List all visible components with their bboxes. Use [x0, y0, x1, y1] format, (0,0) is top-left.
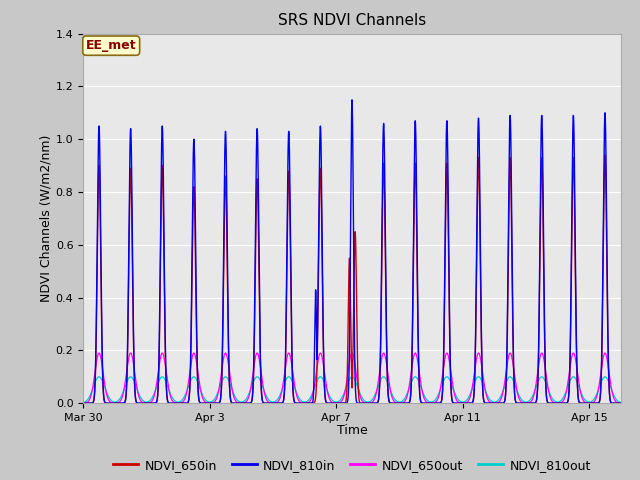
NDVI_810in — [334, 400, 342, 406]
NDVI_810out — [275, 395, 283, 400]
NDVI_810out — [541, 378, 549, 384]
NDVI_650out — [309, 390, 317, 396]
NDVI_650out — [330, 400, 337, 406]
NDVI_810out — [617, 400, 625, 406]
Legend: NDVI_650in, NDVI_810in, NDVI_650out, NDVI_810out: NDVI_650in, NDVI_810in, NDVI_650out, NDV… — [108, 454, 596, 477]
NDVI_810in — [617, 400, 625, 406]
NDVI_810in — [275, 400, 283, 406]
NDVI_810out — [330, 398, 337, 404]
Title: SRS NDVI Channels: SRS NDVI Channels — [278, 13, 426, 28]
NDVI_650in — [275, 400, 283, 406]
NDVI_650in — [330, 400, 337, 406]
NDVI_810in — [330, 400, 337, 406]
Line: NDVI_810in: NDVI_810in — [83, 100, 621, 403]
NDVI_650out — [541, 365, 549, 371]
X-axis label: Time: Time — [337, 424, 367, 437]
NDVI_810in — [465, 400, 473, 406]
NDVI_650out — [79, 400, 87, 406]
NDVI_650out — [465, 396, 473, 402]
NDVI_650in — [79, 400, 87, 406]
NDVI_650in — [601, 152, 609, 158]
NDVI_650in — [617, 400, 625, 406]
NDVI_810in — [541, 365, 549, 371]
NDVI_810in — [79, 400, 87, 406]
NDVI_810in — [348, 97, 356, 103]
Bar — [83, 34, 621, 94]
NDVI_650in — [333, 400, 341, 406]
NDVI_650out — [617, 400, 625, 406]
NDVI_810out — [465, 394, 473, 399]
NDVI_650in — [541, 367, 549, 372]
Text: EE_met: EE_met — [86, 39, 136, 52]
NDVI_650in — [309, 400, 317, 406]
NDVI_810out — [601, 374, 609, 380]
NDVI_810out — [309, 389, 317, 395]
Y-axis label: NDVI Channels (W/m2/nm): NDVI Channels (W/m2/nm) — [40, 135, 53, 302]
NDVI_810in — [522, 400, 530, 406]
Line: NDVI_810out: NDVI_810out — [83, 377, 621, 403]
NDVI_650in — [465, 400, 473, 406]
Line: NDVI_650out: NDVI_650out — [83, 353, 621, 403]
NDVI_810out — [79, 400, 87, 406]
NDVI_650out — [522, 400, 530, 406]
NDVI_650in — [522, 400, 530, 406]
NDVI_650out — [95, 350, 103, 356]
NDVI_810in — [309, 397, 317, 403]
Line: NDVI_650in: NDVI_650in — [83, 155, 621, 403]
NDVI_650out — [275, 397, 283, 403]
NDVI_810out — [522, 399, 530, 405]
